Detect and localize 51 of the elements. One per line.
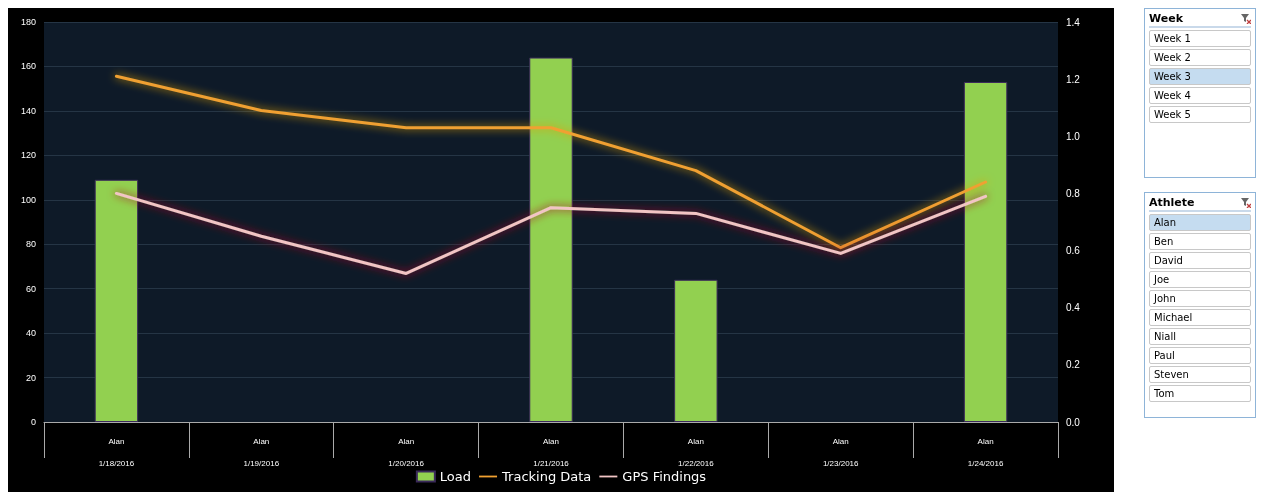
category-label: Niall [1149,328,1251,345]
category-label: Michael [1149,309,1251,326]
y-tick-label: 180 [20,17,36,27]
category-label: Week 3 [1149,68,1251,85]
category-label: Alan 1/23/2016 [822,436,859,468]
legend-label: GPS Findings [622,469,707,484]
legend-label: Tracking Data [501,469,592,484]
y2-tick-label: 0.6 [1066,245,1081,257]
legend-label: Load [439,469,472,484]
category-label: Week 1 [1149,30,1251,47]
bar [529,57,573,422]
y-tick-label: 100 [20,194,36,205]
category-label: Alan 1/24/2016 [967,436,1004,468]
y-tick-label: 160 [20,61,36,72]
category-label: Alan 1/22/2016 [678,436,714,468]
bar [963,82,1008,422]
category-label: Alan 1/20/2016 [388,436,424,468]
bar [674,279,718,422]
category-label: Alan 1/21/2016 [533,436,569,468]
category-label: Week 4 [1149,87,1251,104]
y-tick-label: 120 [20,150,36,161]
y-tick-label: 0 [30,417,36,427]
y2-tick-label: 0.0 [1066,416,1081,428]
y2-tick-label: 1.4 [1066,16,1081,28]
category-label: Steven [1149,366,1251,383]
text: Athlete [1149,196,1195,209]
category-label: Paul [1149,347,1251,364]
category-label: Week 2 [1149,49,1251,66]
category-label: John [1149,290,1251,307]
y2-tick-label: 1.2 [1066,73,1081,85]
category-label: Week 5 [1149,106,1251,123]
category-label: Tom [1149,385,1251,402]
y-tick-label: 20 [25,372,36,383]
text: Week [1149,12,1183,25]
line-series [114,191,988,275]
y-tick-label: 80 [25,239,36,250]
category-label: Ben [1149,233,1251,250]
category-label: Alan 1/19/2016 [243,436,280,468]
y-tick-label: 140 [20,105,36,116]
category-label: Alan 1/18/2016 [98,436,135,468]
category-label: David [1149,252,1251,269]
y-tick-label: 60 [25,283,36,294]
bar [94,179,139,422]
category-label: Joe [1149,271,1251,288]
line-series [114,74,988,250]
y-tick-label: 40 [25,328,36,339]
y2-tick-label: 0.2 [1066,359,1081,371]
y2-tick-label: 0.4 [1066,302,1081,314]
y2-tick-label: 1.0 [1066,130,1081,142]
category-label: Alan [1149,214,1251,231]
y2-tick-label: 0.8 [1066,187,1081,199]
